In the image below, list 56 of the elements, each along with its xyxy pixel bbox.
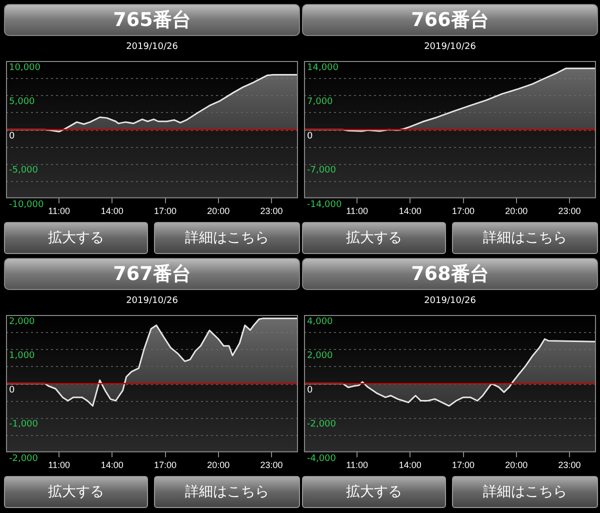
x-tick-label: 20:00 xyxy=(207,460,230,470)
x-tick-label: 11:00 xyxy=(346,206,368,216)
x-tick-label: 17:00 xyxy=(452,460,475,470)
y-tick-label: -2,000 xyxy=(9,454,38,464)
text: 詳細はこちら xyxy=(154,476,300,508)
x-tick-label: 14:00 xyxy=(100,460,124,470)
chart-title: 768番台 xyxy=(302,258,598,290)
y-tick-label: 1,000 xyxy=(9,351,36,362)
text: 拡大する xyxy=(4,476,148,508)
x-tick-label: 17:00 xyxy=(154,460,177,470)
y-tick-label: -14,000 xyxy=(307,200,342,210)
chart-subtitle: 2019/10/26 xyxy=(125,296,179,306)
y-tick-label: 0 xyxy=(307,385,313,396)
y-tick-label: -7,000 xyxy=(307,166,336,176)
y-tick-label: 0 xyxy=(9,131,15,142)
text: 詳細はこちら xyxy=(452,476,598,508)
text: 詳細はこちら xyxy=(452,222,598,254)
y-tick-label: -5,000 xyxy=(9,166,38,176)
y-tick-label: -10,000 xyxy=(9,200,44,210)
chart-subtitle: 2019/10/26 xyxy=(125,42,179,52)
chart-title: 766番台 xyxy=(302,4,598,36)
text: 拡大する xyxy=(302,222,446,254)
text: 拡大する xyxy=(4,222,148,254)
y-tick-label: 2,000 xyxy=(307,351,334,362)
x-tick-label: 14:00 xyxy=(398,460,422,470)
x-tick-label: 20:00 xyxy=(505,460,528,470)
y-tick-label: 4,000 xyxy=(307,316,334,327)
chart-subtitle: 2019/10/26 xyxy=(423,42,477,52)
x-tick-label: 14:00 xyxy=(100,206,124,216)
y-tick-label: -2,000 xyxy=(307,420,336,430)
y-tick-label: -1,000 xyxy=(9,420,38,430)
y-tick-label: 10,000 xyxy=(9,62,41,73)
y-tick-label: 2,000 xyxy=(9,316,36,327)
x-tick-label: 11:00 xyxy=(48,460,70,470)
y-tick-label: 14,000 xyxy=(307,62,339,73)
chart-title: 765番台 xyxy=(4,4,300,36)
y-tick-label: -4,000 xyxy=(307,454,336,464)
x-tick-label: 14:00 xyxy=(398,206,422,216)
x-tick-label: 20:00 xyxy=(505,206,528,216)
x-tick-label: 23:00 xyxy=(260,206,283,216)
text: 詳細はこちら xyxy=(154,222,300,254)
chart-subtitle: 2019/10/26 xyxy=(423,296,477,306)
text: 拡大する xyxy=(302,476,446,508)
y-tick-label: 5,000 xyxy=(9,97,36,108)
x-tick-label: 23:00 xyxy=(558,460,581,470)
y-tick-label: 7,000 xyxy=(307,97,334,108)
x-tick-label: 17:00 xyxy=(452,206,475,216)
x-tick-label: 11:00 xyxy=(48,206,70,216)
x-tick-label: 23:00 xyxy=(558,206,581,216)
x-tick-label: 11:00 xyxy=(346,460,368,470)
y-tick-label: 0 xyxy=(307,131,313,142)
y-tick-label: 0 xyxy=(9,385,15,396)
chart-title: 767番台 xyxy=(4,258,300,290)
x-tick-label: 23:00 xyxy=(260,460,283,470)
x-tick-label: 17:00 xyxy=(154,206,177,216)
x-tick-label: 20:00 xyxy=(207,206,230,216)
